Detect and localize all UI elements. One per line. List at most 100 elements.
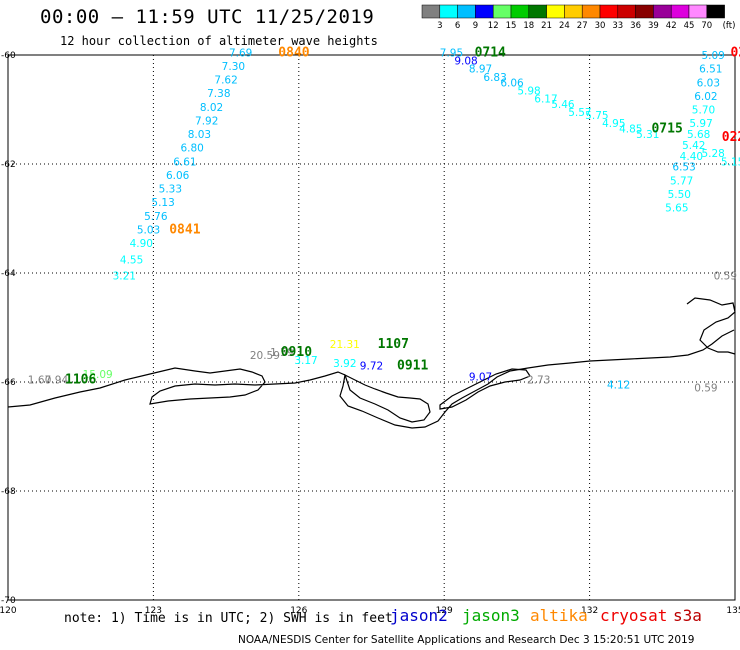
wave-height-label: 8.02: [200, 102, 223, 114]
wave-height-label: 5.57: [568, 107, 591, 119]
lon-tick-label: 132: [581, 606, 598, 616]
legend-bin-label: 6: [455, 21, 460, 31]
legend-bin-label: 30: [595, 21, 606, 31]
coastline-shelf: [439, 368, 531, 410]
antarctic-coastline: [7, 329, 735, 429]
pass-time-label: 0228: [722, 130, 740, 145]
wave-height-label: 8.03: [188, 129, 211, 141]
satellite-label-s3a: s3a: [673, 606, 702, 625]
wave-height-label: 5.33: [159, 184, 182, 196]
legend-bin-label: 39: [648, 21, 659, 31]
lon-tick-label: 135: [726, 606, 740, 616]
legend-color-swatch: [706, 4, 725, 19]
wave-height-label: 5.03: [137, 224, 160, 236]
wave-height-label: 1.59: [270, 347, 293, 359]
lat-tick-label: -60: [1, 51, 16, 61]
legend-bin-label: 70: [701, 21, 712, 31]
legend-bin-label: 27: [577, 21, 588, 31]
wave-height-label: 0.59: [714, 271, 737, 283]
lon-tick-label: 123: [145, 606, 162, 616]
pass-time-label: 0910: [281, 345, 312, 360]
wave-height-label: 5.46: [551, 99, 575, 111]
map-frame: [7, 54, 736, 601]
wave-height-label: 5.09: [701, 50, 724, 62]
page-subtitle: 12 hour collection of altimeter wave hei…: [60, 34, 378, 48]
legend-bin-label: 36: [630, 21, 641, 31]
satellite-label-jason2: jason2: [390, 606, 448, 625]
legend-bin-label: 21: [541, 21, 552, 31]
wave-height-label: 7.95: [440, 47, 463, 59]
wave-height-label: 4.90: [130, 238, 153, 250]
footer-note: note: 1) Time is in UTC; 2) SWH is in fe…: [64, 611, 393, 626]
wave-height-label: 4.40: [680, 151, 703, 163]
legend-bin-label: 9: [473, 21, 478, 31]
lat-tick-label: -62: [1, 160, 16, 170]
wave-height-label: 7.30: [222, 61, 245, 73]
wave-height-label: 6.03: [697, 77, 720, 89]
legend-bin-label: 12: [488, 21, 499, 31]
wave-height-label: 6.83: [483, 72, 506, 84]
wave-height-label: 5.97: [689, 118, 712, 130]
color-legend: 3 6 9 12 15 18 21 24 27 30 33 36 39 42 45 70 (ft): [421, 4, 735, 31]
pass-time-label: 0841: [169, 222, 200, 237]
lon-tick-label: 129: [436, 606, 453, 616]
observation-labels: 7.69 7.30 7.627.38 8.027.92 8.03 6.806.61 6.06…: [28, 45, 740, 394]
wave-height-label: 3.21: [113, 271, 136, 283]
wave-height-label: 4.12: [607, 380, 630, 392]
wave-height-label: 5.28: [701, 148, 724, 160]
page-title: 00:00 – 11:59 UTC 11/25/2019: [40, 6, 375, 28]
wave-height-label: 21.31: [330, 339, 360, 351]
wave-height-label: 5.42: [682, 140, 705, 152]
wave-height-label: 3.17: [294, 355, 317, 367]
wave-height-label: 5.76: [144, 211, 168, 223]
wave-height-label: 5.77: [670, 175, 693, 187]
satellite-label-cryosat: cryosat: [600, 606, 668, 625]
legend-bin-label: 24: [559, 21, 570, 31]
wave-height-label: 9.72: [360, 361, 383, 373]
lon-tick-label: 120: [0, 606, 17, 616]
legend-bin-label: 45: [684, 21, 695, 31]
wave-height-label: 7.92: [195, 115, 218, 127]
lat-tick-label: -64: [1, 269, 16, 279]
wave-height-label: 9.08: [454, 55, 477, 67]
credit-line: NOAA/NESDIS Center for Satellite Applica…: [238, 634, 695, 646]
wave-height-label: 6.51: [699, 64, 722, 76]
coastline: [7, 297, 736, 429]
lat-tick-label: -68: [1, 487, 16, 497]
legend-bin-label: 18: [523, 21, 534, 31]
wave-height-label: 5.31: [636, 129, 659, 141]
legend-bin-label: 33: [612, 21, 623, 31]
wave-height-label: 0.94: [45, 374, 69, 386]
pass-time-label: 1107: [378, 337, 409, 352]
lat-tick-label: -66: [1, 378, 16, 388]
lat-tick-label: -70: [1, 596, 16, 606]
satellite-label-jason3: jason3: [462, 606, 520, 625]
wave-height-label: 6.53: [672, 162, 695, 174]
wave-height-label: 7.69: [229, 47, 252, 59]
graticule: [8, 55, 735, 600]
wave-height-label: 5.15: [721, 156, 740, 168]
wave-height-label: 6.61: [173, 156, 196, 168]
legend-bin-label: 15: [506, 21, 517, 31]
wave-height-label: 9.07: [469, 372, 492, 384]
pass-time-label: 0714: [475, 45, 506, 60]
wave-height-label: 5.13: [151, 197, 174, 209]
pass-time-label: 0840: [278, 45, 309, 60]
wave-height-label: 5.70: [692, 105, 715, 117]
wave-height-label: 8.97: [469, 64, 492, 76]
wave-height-label: 6.80: [180, 143, 203, 155]
coastline-east: [686, 297, 736, 355]
wave-height-label: 6.06: [500, 77, 524, 89]
wave-height-label: 4.85: [619, 124, 642, 136]
wave-height-label: 15.09: [83, 369, 113, 381]
wave-height-label: 5.98: [517, 85, 540, 97]
wave-height-label: 20.59: [250, 350, 280, 362]
wave-height-label: 4.95: [602, 118, 625, 130]
legend-bin-label: 3: [437, 21, 442, 31]
pass-time-label: 023: [731, 45, 740, 60]
lon-tick-label: 126: [290, 606, 307, 616]
wave-height-label: 6.06: [166, 170, 190, 182]
wave-height-label: 1.67: [28, 374, 51, 386]
wave-height-label: 6.17: [534, 94, 557, 106]
